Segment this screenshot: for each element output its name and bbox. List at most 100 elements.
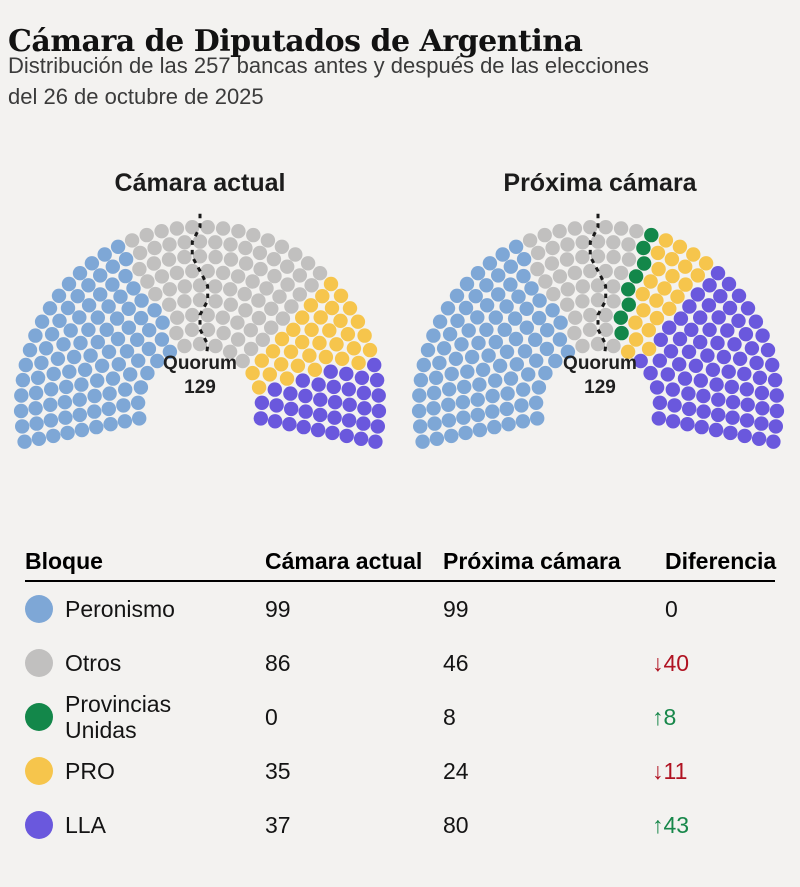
seat-dot	[103, 417, 118, 432]
seat-dot	[582, 322, 598, 337]
seat-dot	[223, 237, 238, 252]
seat-dot	[267, 414, 283, 429]
seat-dot	[288, 247, 303, 262]
seat-dot	[737, 428, 752, 444]
seat-dot	[768, 419, 783, 434]
hemicycle-chart-next	[411, 213, 785, 449]
seat-dot	[111, 357, 127, 372]
seat-dot	[295, 373, 310, 388]
seat-dot	[302, 348, 317, 363]
seat-dot	[46, 428, 61, 444]
seat-dot	[267, 382, 282, 397]
seat-dot	[754, 385, 770, 401]
seat-dot	[295, 334, 310, 350]
seat-dot	[351, 355, 366, 371]
seat-dot	[432, 355, 447, 371]
seat-dot	[713, 289, 728, 304]
seat-dot	[528, 332, 543, 347]
seat-dot	[454, 337, 469, 352]
table-body: Peronismo 99 99 0 Otros 86 46 ↓40 Provincias Uni…	[25, 582, 775, 852]
seat-dot	[141, 341, 157, 357]
seat-dot	[132, 261, 147, 277]
seat-dot	[665, 268, 680, 284]
seat-dot	[154, 332, 170, 347]
seat-dot	[134, 293, 149, 308]
seat-dot	[310, 422, 326, 438]
seat-dot	[471, 335, 486, 351]
seat-dot	[567, 221, 583, 236]
seat-dot	[552, 224, 567, 239]
seat-dot	[354, 370, 370, 385]
seat-dot	[81, 278, 96, 293]
seat-dot	[177, 338, 192, 354]
seat-dot	[693, 310, 708, 325]
seat-dot	[705, 362, 721, 377]
seat-dot	[531, 310, 547, 326]
seat-dot	[34, 355, 49, 371]
seat-dot	[333, 313, 348, 328]
quorum-value: 129	[584, 377, 616, 398]
seat-dot	[614, 325, 629, 341]
seat-dot	[222, 344, 238, 359]
chart-camara-actual: Cámara actual Quorum 129	[0, 168, 400, 503]
seat-dot	[339, 366, 354, 382]
seat-dot	[501, 417, 516, 432]
page-subtitle: Distribución de las 257 bancas antes y d…	[8, 50, 768, 112]
seat-dot	[470, 392, 485, 407]
seat-dot	[99, 322, 114, 337]
seat-dot	[208, 279, 223, 294]
seat-dot	[702, 278, 717, 293]
seat-dot	[710, 335, 725, 351]
seat-dot	[739, 382, 754, 397]
seat-dot	[30, 370, 46, 385]
seat-dot	[57, 395, 73, 410]
seat-dot	[440, 301, 456, 316]
seat-dot	[356, 416, 371, 431]
seat-dot	[368, 434, 383, 449]
seat-dot	[755, 401, 770, 416]
table-header-row: Bloque Cámara actual Próxima cámara Dife…	[25, 545, 776, 582]
seat-dot	[185, 307, 200, 323]
seat-dot	[283, 344, 299, 359]
seat-dot	[508, 239, 524, 254]
seats-next: 8	[443, 704, 456, 730]
seat-dot	[507, 311, 523, 326]
seat-dot	[519, 301, 534, 316]
seat-dot	[341, 413, 357, 428]
seat-dot	[524, 281, 539, 296]
seat-dot	[371, 388, 386, 403]
seat-dot	[140, 274, 155, 289]
seat-dot	[711, 392, 726, 407]
seat-dot	[133, 310, 149, 326]
seat-dot	[142, 323, 157, 338]
seat-dot	[28, 385, 44, 401]
party-color-dot-icon	[25, 703, 53, 731]
seat-dot	[499, 299, 514, 314]
seat-dot	[739, 413, 755, 428]
seat-dot	[575, 235, 590, 250]
seat-dot	[575, 279, 590, 294]
seat-dot	[479, 278, 494, 293]
seat-dot	[567, 325, 582, 341]
seat-dot	[327, 395, 343, 410]
seat-dot	[237, 286, 252, 302]
seat-dot	[264, 301, 279, 316]
seat-dot	[313, 407, 328, 423]
seat-dot	[458, 425, 473, 441]
seat-dot	[479, 298, 495, 313]
seat-dot	[51, 288, 67, 303]
seat-dot	[230, 269, 246, 284]
seat-dot	[628, 332, 644, 347]
seat-dot	[215, 221, 231, 236]
seat-dot	[101, 344, 117, 359]
party-color-dot-icon	[25, 649, 53, 677]
seat-dot	[598, 307, 613, 323]
seat-dot	[662, 320, 677, 335]
seat-dot	[340, 327, 356, 342]
up-arrow-icon: ↑	[652, 811, 664, 838]
seat-dot	[497, 322, 512, 337]
seats-current: 0	[265, 704, 278, 730]
seat-dot	[101, 299, 116, 314]
seat-dot	[325, 425, 340, 441]
seat-dot	[517, 344, 533, 359]
